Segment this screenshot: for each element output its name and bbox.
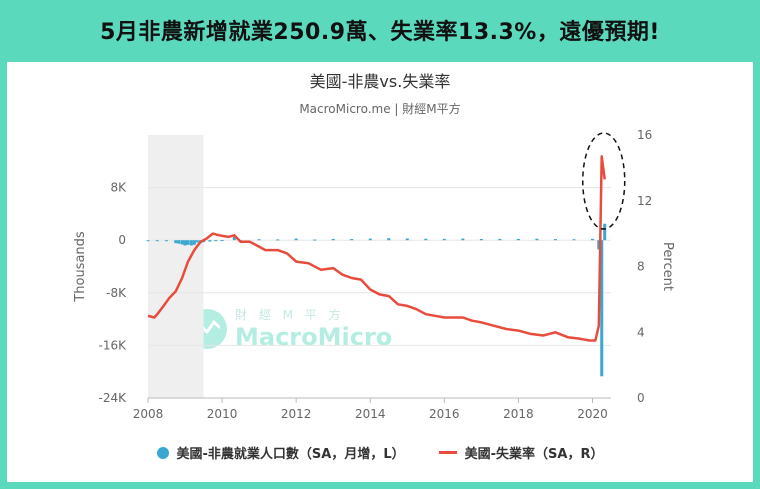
- right-axis-tick-label: 12: [637, 194, 652, 208]
- x-axis-tick-label: 2008: [133, 407, 164, 421]
- payroll-bar: [146, 240, 150, 242]
- right-axis-tick-label: 0: [637, 391, 645, 405]
- payroll-bar: [189, 240, 193, 246]
- x-axis-tick-label: 2020: [577, 407, 608, 421]
- payroll-bar: [461, 238, 465, 241]
- payroll-bar: [174, 240, 178, 244]
- watermark-brand: MacroMicro: [235, 323, 393, 351]
- payroll-bar: [553, 239, 557, 241]
- payroll-bar: [331, 238, 335, 241]
- payroll-bar: [535, 238, 539, 241]
- payroll-bar: [498, 238, 502, 241]
- payroll-bar: [294, 238, 298, 241]
- payroll-bar: [183, 240, 187, 246]
- right-axis-tick-label: 8: [637, 260, 645, 274]
- payroll-bar: [350, 239, 354, 241]
- headline-banner: 5月非農新增就業250.9萬、失業率13.3%，遠優預期!: [0, 0, 760, 60]
- right-axis-tick-label: 4: [637, 325, 645, 339]
- x-axis-tick-label: 2014: [355, 407, 386, 421]
- chart-subtitle: MacroMicro.me | 財經M平方: [299, 102, 461, 116]
- spike-annotation-ellipse: [581, 132, 626, 230]
- payroll-bar: [368, 238, 372, 241]
- left-axis-title: Thousands: [73, 231, 88, 303]
- payroll-bar: [405, 238, 409, 241]
- x-axis-tick-label: 2010: [207, 407, 238, 421]
- legend-item-unemployment[interactable]: 美國-失業率（SA，R）: [438, 443, 604, 462]
- payroll-bar: [195, 240, 199, 243]
- recession-shading: [148, 135, 204, 398]
- legend-marker-unemployment: [438, 451, 457, 454]
- payroll-bar: [479, 239, 483, 241]
- chart-legend: 美國-非農就業人口數（SA，月增，L） 美國-失業率（SA，R）: [7, 443, 753, 462]
- legend-label-unemployment: 美國-失業率（SA，R）: [464, 447, 604, 462]
- payroll-bar: [208, 240, 212, 242]
- left-axis-tick-label: 8K: [110, 181, 127, 195]
- payroll-bar: [257, 239, 261, 241]
- payroll-bar: [276, 239, 280, 241]
- payroll-bar: [590, 238, 594, 241]
- payroll-bar: [214, 240, 218, 242]
- payroll-bar: [387, 238, 391, 241]
- legend-item-payrolls[interactable]: 美國-非農就業人口數（SA，月增，L）: [156, 443, 405, 462]
- payroll-bar: [516, 238, 520, 241]
- payroll-bar: [232, 236, 236, 241]
- x-axis-tick-label: 2018: [503, 407, 534, 421]
- payroll-bar: [220, 240, 224, 242]
- payroll-bar: [442, 238, 446, 241]
- legend-marker-payrolls: [156, 446, 169, 459]
- chart-title: 美國-非農vs.失業率: [309, 72, 451, 91]
- left-axis-tick-label: -8K: [106, 286, 127, 300]
- payroll-bar: [192, 240, 196, 245]
- right-axis-title: Percent: [660, 242, 675, 291]
- payroll-bar: [572, 239, 576, 241]
- watermark-subtext: 財 經 M 平 方: [235, 308, 345, 322]
- payroll-bar: [180, 240, 184, 245]
- chart-panel: 美國-非農vs.失業率 MacroMicro.me | 財經M平方 財 經 M …: [7, 62, 753, 482]
- left-axis-tick-label: -16K: [99, 338, 128, 352]
- unemployment-rate-line: [147, 155, 606, 342]
- payroll-bar: [155, 240, 159, 242]
- payroll-bar: [603, 223, 607, 241]
- legend-label-payrolls: 美國-非農就業人口數（SA，月增，L）: [176, 447, 405, 462]
- right-axis-tick-label: 16: [637, 128, 652, 142]
- payroll-bar: [313, 239, 317, 241]
- payroll-bar: [424, 238, 428, 241]
- macromicro-watermark: 財 經 M 平 方 MacroMicro: [187, 306, 392, 351]
- payroll-bar: [597, 240, 601, 250]
- payroll-bar: [165, 240, 169, 242]
- x-axis-tick-label: 2016: [429, 407, 460, 421]
- payroll-bar: [177, 240, 181, 244]
- x-axis-tick-label: 2012: [281, 407, 312, 421]
- left-axis-tick-label: 0: [118, 233, 126, 247]
- payroll-bar: [600, 240, 604, 377]
- payroll-bar: [186, 240, 190, 245]
- headline-text: 5月非農新增就業250.9萬、失業率13.3%，遠優預期!: [100, 20, 660, 45]
- left-axis-tick-label: -24K: [99, 391, 128, 405]
- nonfarm-vs-unemployment-chart: 8K 0 -8K -16K -24K 16 12 8 4 0 2008 2010 2012 2014 201…: [73, 128, 675, 421]
